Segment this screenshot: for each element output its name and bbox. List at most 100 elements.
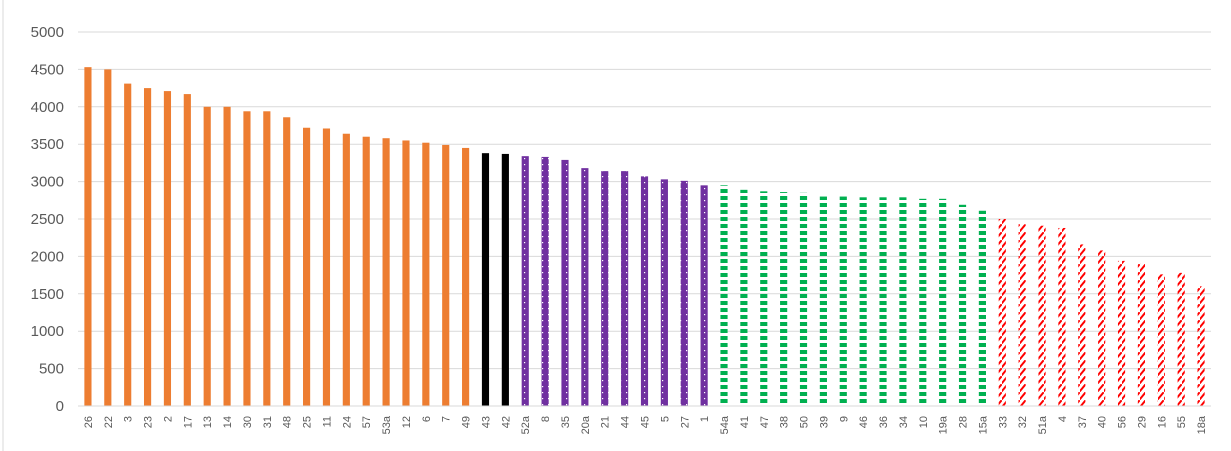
x-axis-ticks: 26 22 3 23 2 17 13 14 30 31 48 25 11 24 57 53a 12 6 7 49 43 4… [83, 415, 1208, 434]
x-tick-label: 54a [719, 415, 731, 434]
bar-48 [283, 117, 291, 406]
x-tick-label: 35 [560, 416, 572, 428]
x-tick-label: 44 [620, 416, 632, 428]
x-tick-label: 41 [739, 416, 751, 428]
bar-37 [1078, 244, 1086, 406]
x-tick-label: 5 [659, 416, 671, 422]
bar-42 [501, 153, 509, 406]
y-tick-label: 5000 [31, 24, 64, 41]
x-tick-label: 8 [540, 416, 552, 422]
bar-23 [143, 88, 152, 406]
bar-39 [819, 196, 827, 406]
x-tick-label: 47 [759, 416, 771, 428]
x-tick-label: 13 [202, 416, 214, 428]
bar-49 [462, 147, 470, 406]
bar-11 [322, 128, 331, 406]
x-tick-label: 14 [222, 416, 234, 428]
bar-40 [1098, 250, 1106, 406]
bar-36 [879, 197, 887, 406]
bar-9 [839, 196, 847, 406]
bar-56 [1117, 260, 1126, 406]
bar-8 [541, 156, 549, 406]
bar-33 [998, 219, 1006, 406]
y-tick-label: 3000 [31, 174, 64, 191]
x-tick-label: 1 [699, 416, 711, 422]
bar-7 [442, 144, 450, 406]
y-tick-label: 500 [39, 361, 64, 378]
y-axis-ticks: 0 500 1000 1500 2000 2500 3000 3500 4000 4500 5000 [31, 24, 64, 415]
bar-41 [740, 189, 748, 406]
bar-26 [84, 67, 92, 406]
bar-6 [422, 142, 430, 407]
bar-4 [1058, 227, 1066, 406]
x-tick-label: 7 [441, 416, 453, 422]
x-tick-label: 52a [520, 415, 532, 434]
bar-44 [621, 171, 629, 406]
bar-35 [561, 159, 569, 406]
x-tick-label: 45 [640, 416, 652, 428]
x-tick-label: 29 [1136, 416, 1148, 428]
bar-46 [859, 197, 867, 406]
bar-12 [402, 140, 410, 406]
bar-15a [978, 210, 986, 406]
x-tick-label: 9 [838, 416, 850, 422]
x-tick-label: 49 [461, 416, 473, 428]
bar-57 [362, 136, 370, 406]
bar-3 [124, 83, 132, 406]
bar-5 [660, 179, 668, 406]
x-tick-label: 17 [182, 416, 194, 428]
bar-16 [1157, 274, 1165, 406]
x-tick-label: 12 [401, 416, 413, 428]
bar-24 [342, 133, 350, 406]
x-tick-label: 42 [500, 416, 512, 428]
bar-19a [939, 198, 947, 406]
x-tick-label: 26 [83, 416, 95, 428]
bar-18a [1197, 286, 1205, 406]
x-tick-label: 21 [600, 416, 612, 428]
x-tick-label: 34 [898, 416, 910, 428]
bar-22 [104, 69, 112, 407]
bar-45 [640, 176, 649, 406]
bar-30 [243, 111, 251, 407]
bar-53a [382, 138, 390, 406]
x-tick-label: 53a [381, 415, 393, 434]
x-tick-label: 4 [1057, 416, 1069, 422]
x-tick-label: 23 [143, 416, 155, 428]
x-tick-label: 40 [1097, 416, 1109, 428]
x-tick-label: 2 [162, 416, 174, 422]
x-tick-label: 6 [421, 416, 433, 422]
x-tick-label: 28 [958, 416, 970, 428]
x-tick-label: 39 [818, 416, 830, 428]
x-tick-label: 38 [779, 416, 791, 428]
x-tick-label: 48 [282, 416, 294, 428]
bar-28 [958, 204, 967, 406]
bar-54a [720, 185, 728, 406]
x-tick-label: 20a [580, 415, 592, 434]
x-tick-label: 10 [918, 416, 930, 428]
y-tick-label: 4500 [31, 61, 64, 78]
y-tick-label: 4000 [31, 99, 64, 116]
bar-2 [163, 91, 172, 406]
bar-52a [521, 156, 529, 406]
x-tick-label: 43 [480, 416, 492, 428]
x-tick-label: 55 [1176, 416, 1188, 428]
bar-21 [601, 171, 609, 406]
y-tick-label: 2000 [31, 248, 64, 265]
x-tick-label: 22 [103, 416, 115, 428]
x-tick-label: 30 [242, 416, 254, 428]
x-tick-label: 56 [1117, 416, 1129, 428]
bar-29 [1137, 263, 1146, 406]
bar-27 [680, 180, 688, 406]
bars [84, 67, 1205, 407]
bar-32 [1018, 224, 1026, 406]
y-tick-label: 1000 [31, 323, 64, 340]
y-tick-label: 1500 [31, 286, 64, 303]
bar-1 [700, 185, 708, 406]
x-tick-label: 46 [858, 416, 870, 428]
x-tick-label: 15a [977, 415, 989, 434]
x-tick-label: 3 [123, 416, 135, 422]
x-tick-label: 27 [679, 416, 691, 428]
x-tick-label: 32 [1017, 416, 1029, 428]
